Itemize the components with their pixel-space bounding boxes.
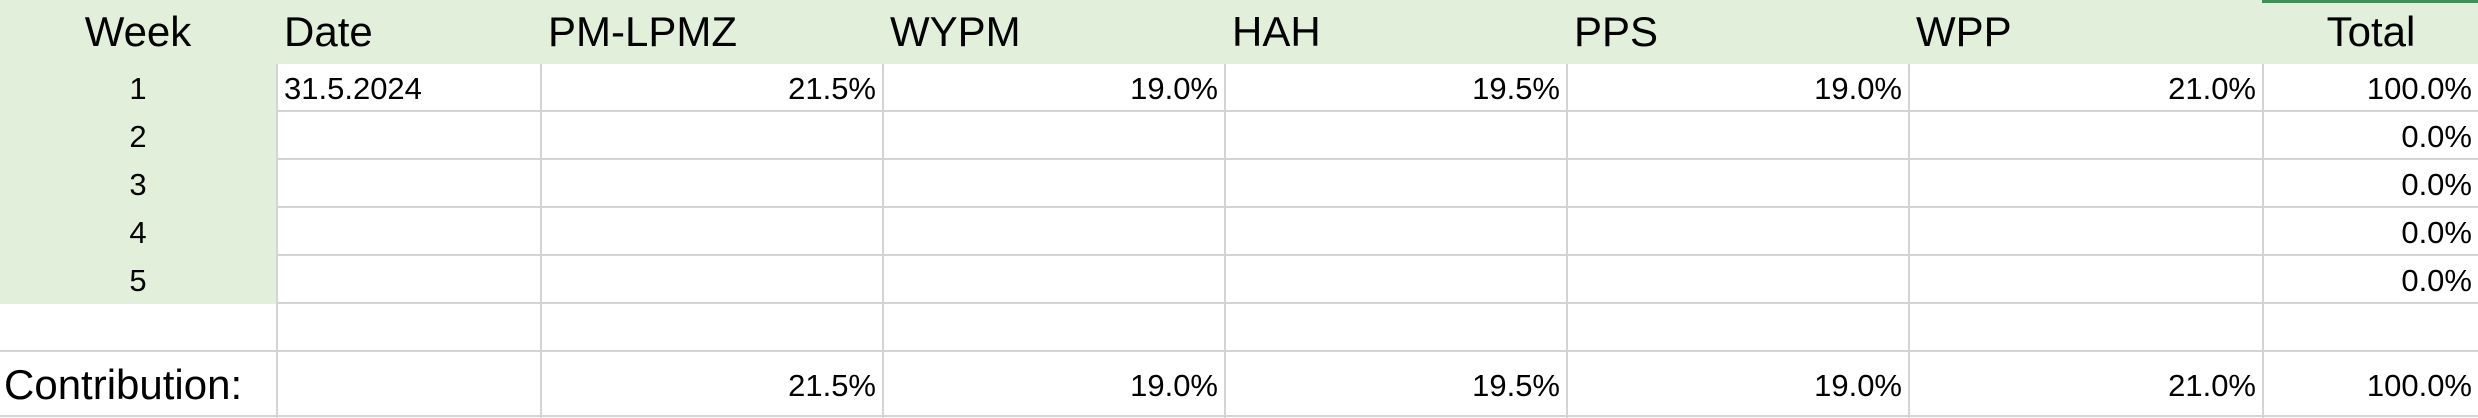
- cell-wpp[interactable]: [1910, 161, 2262, 208]
- cell-hah[interactable]: [1226, 209, 1566, 256]
- cell-week[interactable]: 3: [129, 167, 147, 202]
- grid-line: [882, 64, 884, 418]
- cell-date[interactable]: [278, 209, 540, 256]
- contribution-hah[interactable]: 19.5%: [1472, 368, 1560, 403]
- cell-date[interactable]: 31.5.2024: [284, 71, 422, 106]
- cell-hah[interactable]: [1226, 161, 1566, 208]
- contribution-wpp[interactable]: 21.0%: [2168, 368, 2256, 403]
- cell-wypm[interactable]: 19.0%: [1130, 71, 1218, 106]
- contribution-pps[interactable]: 19.0%: [1814, 368, 1902, 403]
- contribution-date[interactable]: [278, 352, 540, 418]
- cell-total[interactable]: 0.0%: [2401, 215, 2472, 250]
- grid-line: [276, 158, 2478, 160]
- header-week[interactable]: Week: [84, 8, 192, 55]
- header-wpp[interactable]: WPP: [1916, 8, 2012, 55]
- cell-wpp[interactable]: [1910, 209, 2262, 256]
- grid-line: [276, 206, 2478, 208]
- contribution-total[interactable]: 100.0%: [2366, 368, 2472, 403]
- cell-total[interactable]: 0.0%: [2401, 119, 2472, 154]
- header-total[interactable]: Total: [2326, 8, 2416, 55]
- cell-wpp[interactable]: [1910, 257, 2262, 304]
- cell-pm-lpmz[interactable]: [542, 257, 882, 304]
- cell-week[interactable]: 5: [129, 263, 147, 298]
- cell-date[interactable]: [278, 113, 540, 160]
- cell-hah[interactable]: [1226, 113, 1566, 160]
- cell-total[interactable]: 0.0%: [2401, 167, 2472, 202]
- grid-line: [2262, 64, 2264, 418]
- grid-line: [1908, 64, 1910, 418]
- cell-total[interactable]: 0.0%: [2401, 263, 2472, 298]
- cell-pm-lpmz[interactable]: [542, 161, 882, 208]
- cell-pm-lpmz[interactable]: [542, 113, 882, 160]
- cell-date[interactable]: [278, 161, 540, 208]
- header-hah[interactable]: HAH: [1232, 8, 1321, 55]
- cell-pps[interactable]: 19.0%: [1814, 71, 1902, 106]
- grid-line: [0, 415, 2478, 417]
- cell-pps[interactable]: [1568, 257, 1908, 304]
- cell-hah[interactable]: [1226, 257, 1566, 304]
- grid-line: [1566, 64, 1568, 418]
- header-pps[interactable]: PPS: [1574, 8, 1659, 55]
- cell-wypm[interactable]: [884, 161, 1224, 208]
- grid-line: [0, 350, 2478, 352]
- contribution-wypm[interactable]: 19.0%: [1130, 368, 1218, 403]
- contribution-label[interactable]: Contribution:: [4, 361, 243, 408]
- top-border: [2262, 0, 2478, 3]
- cell-wypm[interactable]: [884, 113, 1224, 160]
- cell-week[interactable]: 4: [129, 215, 147, 250]
- cell-total[interactable]: 100.0%: [2366, 71, 2472, 106]
- grid-line: [276, 302, 2478, 304]
- header-wypm[interactable]: WYPM: [890, 8, 1021, 55]
- cell-pps[interactable]: [1568, 161, 1908, 208]
- cell-pps[interactable]: [1568, 209, 1908, 256]
- grid-line: [540, 64, 542, 418]
- empty-cell[interactable]: [0, 305, 276, 352]
- grid-line: [1224, 64, 1226, 418]
- header-pm-lpmz[interactable]: PM-LPMZ: [548, 8, 737, 55]
- cell-hah[interactable]: 19.5%: [1472, 71, 1560, 106]
- header-row-fill: [0, 0, 2478, 64]
- grid-line: [276, 64, 278, 418]
- cell-week[interactable]: 2: [129, 119, 147, 154]
- cell-pm-lpmz[interactable]: 21.5%: [788, 71, 876, 106]
- cell-wpp[interactable]: [1910, 113, 2262, 160]
- header-date[interactable]: Date: [284, 8, 373, 55]
- grid-line: [276, 254, 2478, 256]
- cell-pps[interactable]: [1568, 113, 1908, 160]
- contribution-pm-lpmz[interactable]: 21.5%: [788, 368, 876, 403]
- cell-wypm[interactable]: [884, 257, 1224, 304]
- cell-date[interactable]: [278, 257, 540, 304]
- grid-line: [276, 110, 2478, 112]
- cell-wypm[interactable]: [884, 209, 1224, 256]
- cell-pm-lpmz[interactable]: [542, 209, 882, 256]
- week-column-fill: [0, 64, 276, 304]
- cell-week[interactable]: 1: [129, 71, 147, 106]
- cell-wpp[interactable]: 21.0%: [2168, 71, 2256, 106]
